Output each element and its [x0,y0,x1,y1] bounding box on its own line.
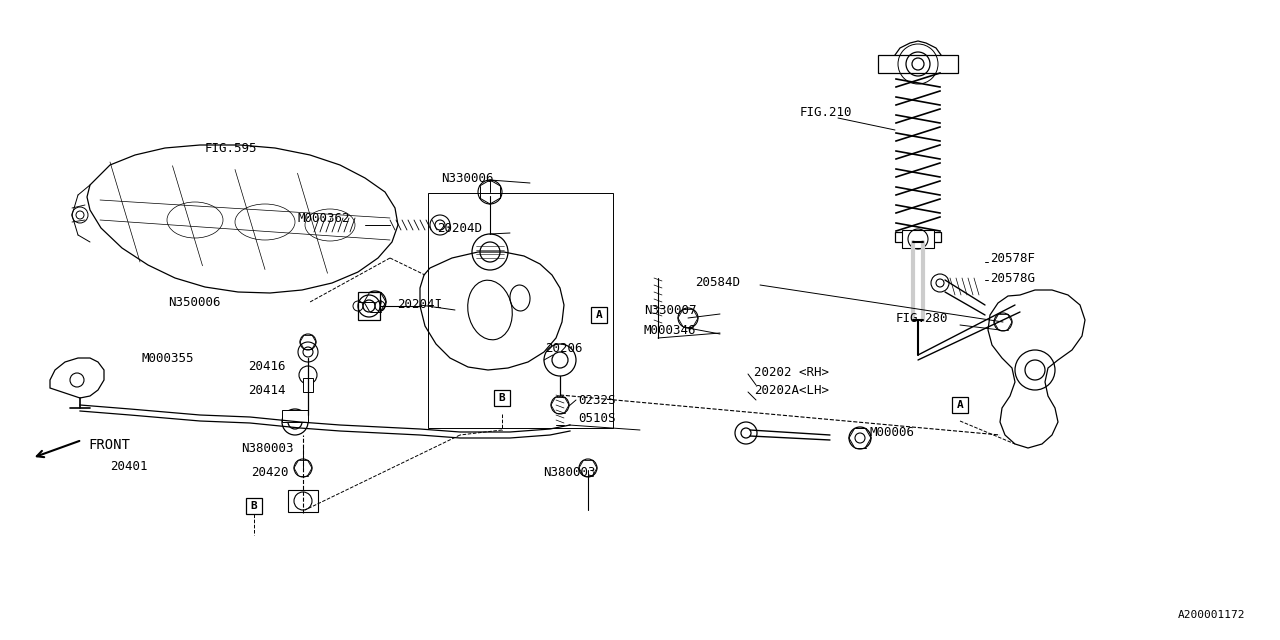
Text: 20416: 20416 [248,360,285,372]
Bar [428,193,613,428]
Text: A: A [595,310,603,320]
Bar [282,410,308,422]
Bar [902,230,934,248]
Text: 20204D: 20204D [436,221,483,234]
Text: A: A [956,400,964,410]
Text: A200001172: A200001172 [1178,610,1245,620]
Text: M00006: M00006 [870,426,915,438]
Text: 20578G: 20578G [989,271,1036,285]
Text: FIG.595: FIG.595 [205,141,257,154]
Text: N330006: N330006 [442,172,494,184]
Bar [895,232,941,242]
Text: 20414: 20414 [248,383,285,397]
Text: FRONT: FRONT [88,438,129,452]
Text: 0232S: 0232S [579,394,616,406]
Text: M000362: M000362 [298,211,351,225]
Text: N380003: N380003 [241,442,293,454]
Text: N380003: N380003 [543,465,595,479]
Bar [358,292,380,320]
Text: N330007: N330007 [644,303,696,317]
Text: 20202 <RH>: 20202 <RH> [754,365,829,378]
Bar [878,55,957,73]
Text: N350006: N350006 [168,296,220,308]
Text: 20204I: 20204I [397,298,442,312]
Text: B: B [251,501,257,511]
Bar [288,490,317,512]
Text: 20578F: 20578F [989,252,1036,264]
Bar [303,378,314,392]
Text: 20401: 20401 [110,461,147,474]
Text: 20206: 20206 [545,342,582,355]
Text: B: B [499,393,506,403]
Text: FIG.280: FIG.280 [896,312,948,324]
Text: 0510S: 0510S [579,412,616,424]
Bar [246,498,262,514]
Text: M000346: M000346 [644,323,696,337]
Text: 20584D: 20584D [695,276,740,289]
Bar [591,307,607,323]
Circle shape [76,211,84,219]
Bar [494,390,509,406]
Bar [952,397,968,413]
Text: 20202A<LH>: 20202A<LH> [754,383,829,397]
Text: M000355: M000355 [142,351,195,365]
Text: 20420: 20420 [251,465,288,479]
Text: FIG.210: FIG.210 [800,106,852,118]
